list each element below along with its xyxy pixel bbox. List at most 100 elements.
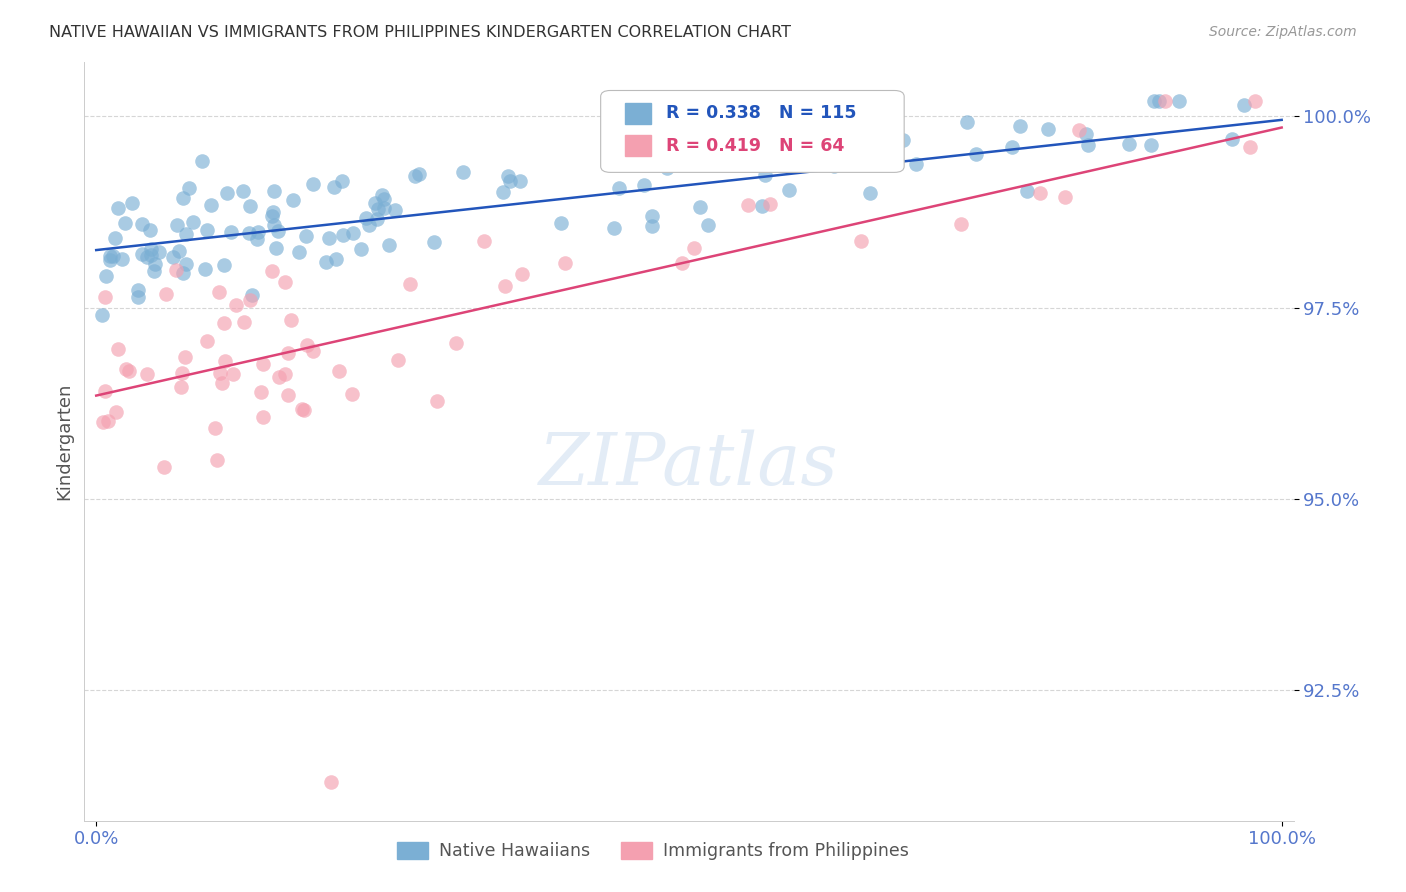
Point <box>1067 123 1090 137</box>
Point <box>105 405 128 419</box>
Point <box>754 169 776 183</box>
Point <box>240 288 263 302</box>
Point <box>165 262 187 277</box>
Point <box>139 242 162 256</box>
Point <box>145 257 167 271</box>
Point <box>172 267 194 281</box>
Point <box>291 401 314 416</box>
Point <box>98 252 121 267</box>
Point <box>1029 186 1052 201</box>
Point <box>215 186 238 201</box>
Point <box>682 242 704 256</box>
Point <box>509 174 531 188</box>
Point <box>111 252 134 266</box>
Point <box>172 191 194 205</box>
Point <box>328 364 350 378</box>
Point <box>737 198 759 212</box>
Point <box>232 314 254 328</box>
Point <box>319 775 342 789</box>
Point <box>93 415 115 429</box>
Point <box>373 192 395 206</box>
Text: Source: ZipAtlas.com: Source: ZipAtlas.com <box>1209 25 1357 39</box>
Point <box>121 196 143 211</box>
Point <box>136 368 159 382</box>
Point <box>260 209 283 223</box>
Point <box>315 255 337 269</box>
Point <box>870 133 893 147</box>
Point <box>1220 132 1243 146</box>
Point <box>801 137 824 152</box>
Point <box>239 293 262 307</box>
Point <box>1239 140 1261 154</box>
Point <box>264 241 287 255</box>
Point <box>221 225 243 239</box>
Point <box>127 290 149 304</box>
Point <box>246 232 269 246</box>
Point <box>494 279 516 293</box>
Point <box>633 178 655 192</box>
Point <box>98 250 121 264</box>
Point <box>200 198 222 212</box>
Point <box>641 219 664 234</box>
Point <box>956 115 979 129</box>
Point <box>114 216 136 230</box>
Point <box>671 255 693 269</box>
Point <box>194 261 217 276</box>
Point <box>297 338 319 352</box>
Point <box>1233 97 1256 112</box>
Point <box>1118 136 1140 151</box>
Point <box>214 316 236 330</box>
Point <box>127 283 149 297</box>
Point <box>657 161 679 176</box>
Point <box>266 224 288 238</box>
Point <box>363 196 385 211</box>
Point <box>204 421 226 435</box>
Point <box>118 364 141 378</box>
Point <box>247 225 270 239</box>
Point <box>607 181 630 195</box>
Point <box>851 235 873 249</box>
Point <box>195 334 218 348</box>
Point <box>1154 94 1177 108</box>
Point <box>97 414 120 428</box>
Point <box>94 289 117 303</box>
Point <box>155 286 177 301</box>
Point <box>354 211 377 226</box>
Point <box>689 200 711 214</box>
Point <box>274 275 297 289</box>
Point <box>107 342 129 356</box>
Point <box>492 186 515 200</box>
Point <box>330 174 353 188</box>
Point <box>277 346 299 360</box>
Point <box>1149 94 1171 108</box>
Point <box>139 223 162 237</box>
Point <box>671 153 693 167</box>
Point <box>131 218 153 232</box>
Point <box>823 159 845 173</box>
Point <box>252 357 274 371</box>
Point <box>550 216 572 230</box>
Text: ZIPatlas: ZIPatlas <box>538 429 839 500</box>
Point <box>859 186 882 201</box>
Bar <box>624 136 651 156</box>
Point <box>423 235 446 250</box>
Point <box>208 285 231 299</box>
Point <box>751 199 773 213</box>
Point <box>778 183 800 197</box>
Point <box>554 256 576 270</box>
Point <box>131 247 153 261</box>
Point <box>301 344 323 359</box>
FancyBboxPatch shape <box>600 90 904 172</box>
Point <box>399 277 422 292</box>
Point <box>211 376 233 391</box>
Point <box>214 353 236 368</box>
Point <box>302 178 325 192</box>
Point <box>274 368 297 382</box>
Point <box>292 402 315 417</box>
Point <box>384 203 406 218</box>
Point <box>794 135 817 149</box>
Point <box>603 220 626 235</box>
Point <box>262 204 284 219</box>
Point <box>1140 137 1163 152</box>
Point <box>222 367 245 381</box>
